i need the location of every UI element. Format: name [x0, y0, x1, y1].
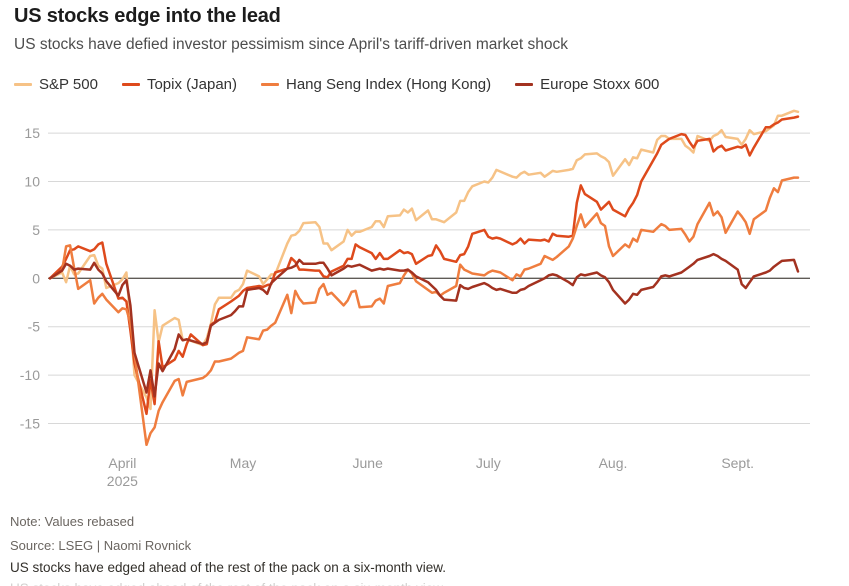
legend-label: Topix (Japan)	[146, 76, 237, 93]
legend-item-1: S&P 500	[14, 76, 98, 93]
x-axis-label-June: June	[353, 455, 384, 471]
source-text: Source: LSEG | Naomi Rovnick	[10, 538, 192, 553]
x-axis-label-April: April	[108, 455, 136, 471]
y-axis-label-15: 15	[24, 125, 40, 141]
series-line-topix-japan	[48, 115, 800, 416]
legend-swatch-icon	[261, 83, 279, 86]
legend: S&P 500 Topix (Japan) Hang Seng Index (Hon…	[14, 76, 659, 93]
legend-item-4: Europe Stoxx 600	[515, 76, 659, 93]
cutoff-text-line: US stocks have edged ahead of the rest o…	[10, 581, 710, 586]
legend-item-3: Hang Seng Index (Hong Kong)	[261, 76, 491, 93]
x-axis-label-Aug.: Aug.	[599, 455, 628, 471]
chart-subtitle: US stocks have defied investor pessimism…	[14, 36, 568, 53]
y-axis-label--10: -10	[20, 367, 40, 383]
x-axis-label-Sept.: Sept.	[721, 455, 754, 471]
chart-plot: 15 10 5 0 -5 -10 -15 April 2025 May June July Aug. Se…	[20, 109, 810, 489]
y-axis-label--15: -15	[20, 416, 40, 432]
y-axis-label-0: 0	[32, 270, 40, 286]
series-line-s-p-500	[48, 109, 800, 411]
legend-swatch-icon	[515, 83, 534, 86]
x-axis-sublabel-2025: 2025	[107, 473, 138, 489]
note-text: Note: Values rebased	[10, 514, 135, 529]
chart-title: US stocks edge into the lead	[14, 5, 281, 27]
y-axis-label-10: 10	[24, 174, 40, 190]
legend-label: Europe Stoxx 600	[540, 76, 660, 93]
y-axis-label-5: 5	[32, 222, 40, 238]
y-axis-label--5: -5	[28, 319, 41, 335]
legend-label: Hang Seng Index (Hong Kong)	[286, 76, 492, 93]
x-axis-label-July: July	[476, 455, 501, 471]
x-axis-label-May: May	[230, 455, 256, 471]
legend-swatch-icon	[121, 83, 140, 86]
legend-item-2: Topix (Japan)	[121, 76, 237, 93]
legend-label: S&P 500	[39, 76, 98, 93]
series-line-europe-stoxx-600	[48, 252, 800, 398]
legend-swatch-icon	[14, 83, 32, 86]
caption-text: US stocks have edged ahead of the rest o…	[10, 560, 447, 575]
series-line-hang-seng-index-hong-kong	[48, 176, 800, 447]
